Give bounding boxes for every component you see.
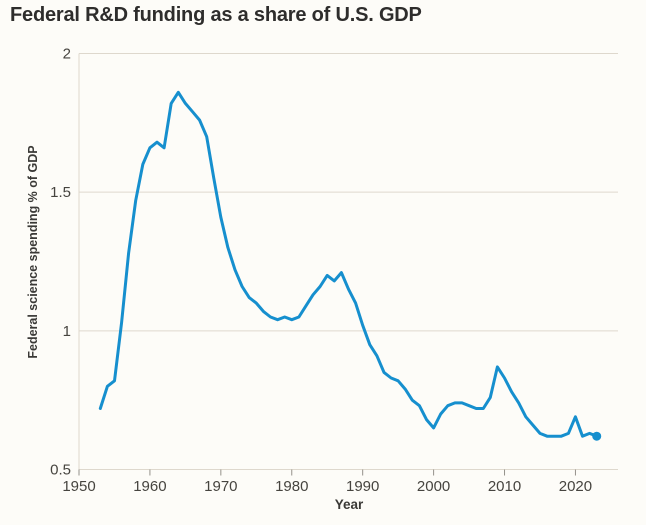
y-axis-title: Federal science spending % of GDP [26, 145, 40, 359]
x-axis-title: Year [334, 497, 364, 512]
x-tick-label: 1980 [275, 478, 308, 495]
x-tick-label: 1960 [133, 478, 166, 495]
y-tick-label: 2 [63, 46, 71, 63]
x-tick-label: 1970 [204, 478, 237, 495]
data-line [98, 90, 599, 438]
x-tick-label: 2010 [488, 478, 521, 495]
end-point-dot [592, 431, 602, 441]
x-tick-label: 1950 [62, 478, 95, 495]
chart-title: Federal R&D funding as a share of U.S. G… [10, 4, 422, 26]
x-tick-label: 1990 [346, 478, 379, 495]
y-tick-label: 1 [63, 323, 71, 340]
y-tick-label: 0.5 [50, 462, 71, 479]
y-tick-label: 1.5 [50, 184, 71, 201]
x-tick-label: 2000 [417, 478, 450, 495]
x-tick-label: 2020 [559, 478, 592, 495]
